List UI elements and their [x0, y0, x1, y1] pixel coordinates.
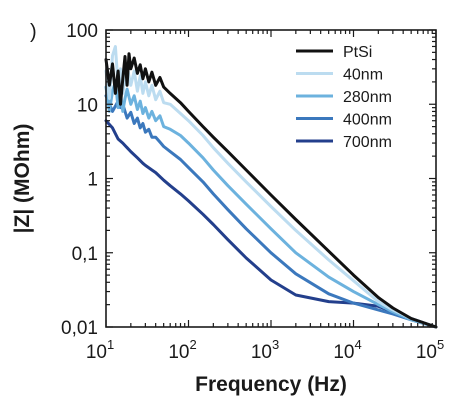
- plot-frame: [105, 29, 437, 328]
- y-tick-label: 0,1: [72, 244, 98, 265]
- x-tick-label: 104: [333, 337, 361, 363]
- y-tick-label: 100: [66, 21, 98, 42]
- x-tick-label: 101: [86, 337, 114, 363]
- x-tick-label: 103: [251, 337, 279, 363]
- y-tick-label: 1: [87, 170, 98, 191]
- y-tick-label: 0,01: [61, 318, 98, 339]
- legend-label: 40nm: [343, 67, 383, 84]
- series-line-400nm: [104, 94, 438, 329]
- x-axis-title: Frequency (Hz): [195, 373, 347, 396]
- x-tick-label: 105: [416, 337, 444, 363]
- legend-label: 400nm: [343, 112, 392, 129]
- y-tick-label: 10: [77, 95, 98, 116]
- series-layer: [104, 45, 438, 329]
- legend-label: PtSi: [343, 44, 372, 61]
- x-tick-label: 102: [168, 337, 196, 363]
- legend-label: 700nm: [343, 134, 392, 151]
- series-line-700nm: [104, 119, 438, 329]
- series-line-ptsi: [104, 52, 438, 329]
- legend: PtSi 40nm 280nm 400nm 700nm: [296, 44, 392, 151]
- panel-mark: ): [30, 21, 37, 43]
- series-line-280nm: [104, 80, 438, 329]
- legend-label: 280nm: [343, 89, 392, 106]
- y-axis-title: |Z| (MOhm): [11, 124, 34, 234]
